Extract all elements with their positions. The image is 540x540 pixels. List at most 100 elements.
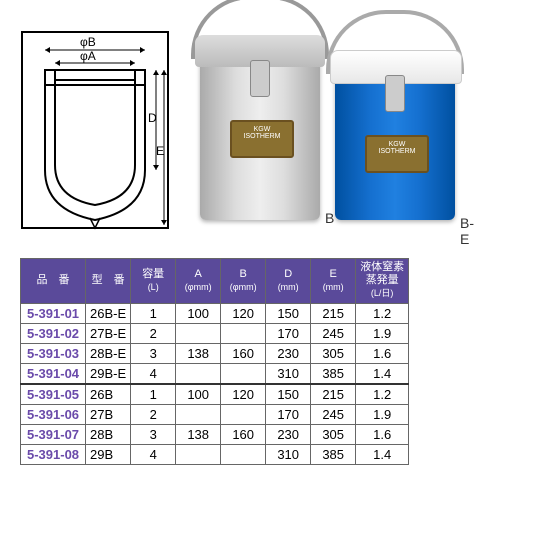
cell-cap: 3 <box>131 424 176 444</box>
brand-top: KGW <box>232 126 292 133</box>
cell-cap: 2 <box>131 404 176 424</box>
cell-D: 230 <box>266 424 311 444</box>
cell-ev: 1.6 <box>356 424 409 444</box>
cell-E: 245 <box>311 404 356 424</box>
col-pn: 品 番 <box>21 259 86 304</box>
cell-pn: 5-391-07 <box>21 424 86 444</box>
cell-A: 100 <box>176 384 221 405</box>
col-capacity: 容量(L) <box>131 259 176 304</box>
cell-model: 26B-E <box>86 303 131 323</box>
cell-ev: 1.6 <box>356 343 409 363</box>
cell-B <box>221 323 266 343</box>
table-row: 5-391-0829B4 3103851.4 <box>21 444 409 464</box>
brand-name: ISOTHERM <box>367 148 427 155</box>
cell-cap: 3 <box>131 343 176 363</box>
col-b: B(φmm) <box>221 259 266 304</box>
cell-E: 305 <box>311 424 356 444</box>
cell-B: 160 <box>221 343 266 363</box>
cell-E: 305 <box>311 343 356 363</box>
table-body: 5-391-0126B-E11001201502151.25-391-0227B… <box>21 303 409 464</box>
cell-D: 310 <box>266 363 311 384</box>
table-row: 5-391-0328B-E31381602303051.6 <box>21 343 409 363</box>
E-label: E <box>156 144 164 158</box>
cell-B <box>221 404 266 424</box>
cell-pn: 5-391-03 <box>21 343 86 363</box>
cell-pn: 5-391-01 <box>21 303 86 323</box>
cell-model: 27B-E <box>86 323 131 343</box>
top-row: φB φA D E KGW ISOTHERM <box>20 30 520 250</box>
cell-E: 215 <box>311 384 356 405</box>
cell-cap: 4 <box>131 444 176 464</box>
cell-ev: 1.9 <box>356 323 409 343</box>
cell-model: 29B-E <box>86 363 131 384</box>
cell-B: 160 <box>221 424 266 444</box>
col-model: 型 番 <box>86 259 131 304</box>
cell-A <box>176 444 221 464</box>
cell-model: 26B <box>86 384 131 405</box>
cell-E: 385 <box>311 363 356 384</box>
container-blue: KGW ISOTHERM <box>335 55 455 220</box>
cell-ev: 1.4 <box>356 363 409 384</box>
cell-pn: 5-391-06 <box>21 404 86 424</box>
cell-cap: 2 <box>131 323 176 343</box>
product-label-be: B-E <box>460 215 480 247</box>
table-row: 5-391-0728B31381602303051.6 <box>21 424 409 444</box>
cell-A <box>176 323 221 343</box>
col-e: E(mm) <box>311 259 356 304</box>
brand-top: KGW <box>367 141 427 148</box>
brand-plate: KGW ISOTHERM <box>230 120 294 158</box>
cell-ev: 1.4 <box>356 444 409 464</box>
header-row: 品 番 型 番 容量(L) A(φmm) B(φmm) D(mm) E(mm) … <box>21 259 409 304</box>
brand-plate: KGW ISOTHERM <box>365 135 429 173</box>
clasp-icon <box>385 75 405 112</box>
col-d: D(mm) <box>266 259 311 304</box>
cell-A: 100 <box>176 303 221 323</box>
brand-name: ISOTHERM <box>232 133 292 140</box>
cell-model: 28B-E <box>86 343 131 363</box>
table-row: 5-391-0126B-E11001201502151.2 <box>21 303 409 323</box>
cell-B: 120 <box>221 384 266 405</box>
D-label: D <box>148 111 157 125</box>
cell-ev: 1.2 <box>356 303 409 323</box>
cell-cap: 1 <box>131 384 176 405</box>
cell-pn: 5-391-08 <box>21 444 86 464</box>
dimension-diagram: φB φA D E <box>20 30 170 230</box>
cell-A: 138 <box>176 343 221 363</box>
cell-pn: 5-391-02 <box>21 323 86 343</box>
cell-E: 245 <box>311 323 356 343</box>
table-row: 5-391-0627B2 1702451.9 <box>21 404 409 424</box>
table-row: 5-391-0227B-E2 1702451.9 <box>21 323 409 343</box>
cell-ev: 1.9 <box>356 404 409 424</box>
cell-A <box>176 363 221 384</box>
product-image: KGW ISOTHERM KGW ISOTHERM B B-E <box>180 30 480 250</box>
cell-model: 28B <box>86 424 131 444</box>
cell-model: 27B <box>86 404 131 424</box>
product-label-b: B <box>325 210 334 226</box>
cell-D: 170 <box>266 404 311 424</box>
cell-cap: 4 <box>131 363 176 384</box>
col-evap: 液体窒素蒸発量(L/日) <box>356 259 409 304</box>
catalog-panel: φB φA D E KGW ISOTHERM <box>20 30 520 465</box>
cell-D: 170 <box>266 323 311 343</box>
cell-pn: 5-391-04 <box>21 363 86 384</box>
cell-ev: 1.2 <box>356 384 409 405</box>
cell-D: 150 <box>266 384 311 405</box>
cell-D: 150 <box>266 303 311 323</box>
cell-E: 385 <box>311 444 356 464</box>
cell-cap: 1 <box>131 303 176 323</box>
table-row: 5-391-0526B11001201502151.2 <box>21 384 409 405</box>
cell-D: 310 <box>266 444 311 464</box>
clasp-icon <box>250 60 270 97</box>
cell-B <box>221 363 266 384</box>
cell-B <box>221 444 266 464</box>
col-a: A(φmm) <box>176 259 221 304</box>
phiB-label: φB <box>80 35 96 49</box>
cell-B: 120 <box>221 303 266 323</box>
cell-D: 230 <box>266 343 311 363</box>
cell-E: 215 <box>311 303 356 323</box>
phiA-label: φA <box>80 49 96 63</box>
cell-A: 138 <box>176 424 221 444</box>
cell-model: 29B <box>86 444 131 464</box>
spec-table: 品 番 型 番 容量(L) A(φmm) B(φmm) D(mm) E(mm) … <box>20 258 409 465</box>
cell-pn: 5-391-05 <box>21 384 86 405</box>
